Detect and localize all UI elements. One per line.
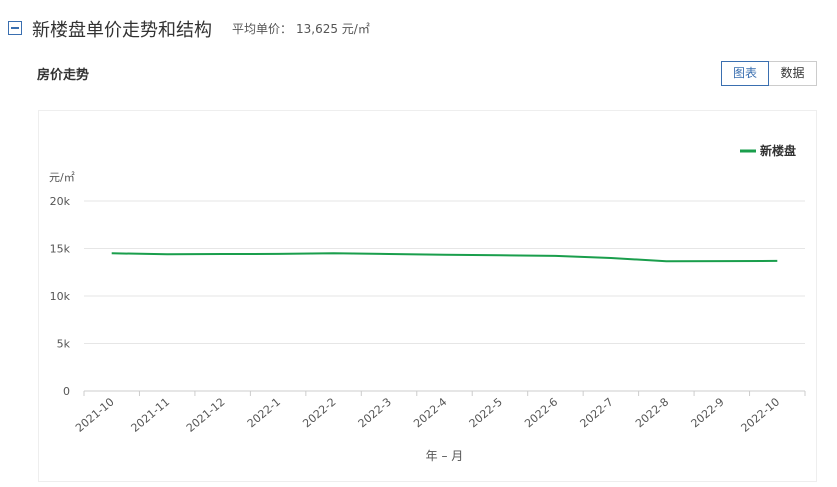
x-tick-label: 2022-2 [300,395,338,430]
x-tick-label: 2021-11 [129,395,173,435]
series-line [111,252,778,263]
data-view-button[interactable]: 数据 [768,61,817,86]
x-tick-label: 2022-7 [578,395,616,430]
avg-price-label: 平均单价： [232,22,293,36]
y-axis-title: 元/㎡ [49,171,75,184]
x-tick-label: 2022-10 [739,395,783,435]
y-tick-label: 5k [57,338,71,351]
x-tick-label: 2022-6 [522,395,560,430]
collapse-icon[interactable] [8,21,22,35]
x-tick-label: 2021-10 [73,395,117,435]
x-tick-label: 2022-5 [467,395,505,430]
x-tick-label: 2022-1 [245,395,283,430]
y-tick-label: 15k [50,243,71,256]
x-axis-title: 年 – 月 [426,449,464,463]
page-title: 新楼盘单价走势和结构 [32,20,212,41]
legend-label: 新楼盘 [760,143,796,158]
y-tick-label: 20k [50,195,71,208]
chart-view-button[interactable]: 图表 [721,61,769,86]
y-tick-label: 0 [63,385,70,398]
x-tick-label: 2021-12 [184,395,228,435]
x-tick-label: 2022-8 [633,395,671,430]
x-tick-label: 2022-4 [411,395,449,430]
x-tick-label: 2022-9 [689,395,727,430]
x-tick-label: 2022-3 [356,395,394,430]
avg-price-value: 13,625 元/㎡ [296,22,370,36]
y-tick-label: 10k [50,290,71,303]
section-title: 房价走势 [37,68,90,83]
